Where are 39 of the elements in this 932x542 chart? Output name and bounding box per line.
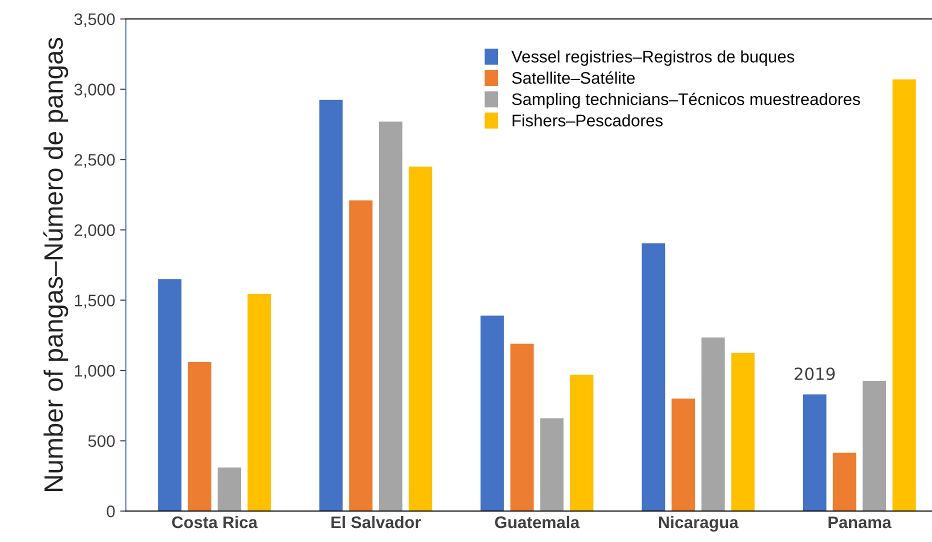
bar: [642, 243, 666, 512]
bar: [349, 200, 373, 512]
x-tick-label: El Salvador: [331, 516, 421, 528]
y-tick-label: 2,500: [74, 154, 115, 168]
bar: [408, 166, 432, 512]
bar: [158, 279, 182, 512]
y-tick-label: 1,500: [74, 294, 115, 308]
bar: [701, 337, 725, 512]
bar: [540, 418, 564, 512]
bar: [319, 100, 343, 512]
bar: [510, 344, 534, 512]
bar: [862, 381, 886, 512]
x-tick-label: Panama: [828, 516, 892, 528]
y-tick-label: 3,500: [74, 13, 115, 28]
y-tick-label: 500: [88, 435, 115, 448]
y-axis-title: Number of pangas–Número de pangas: [43, 38, 68, 491]
y-tick-label: 0: [106, 506, 115, 518]
bar: [731, 352, 755, 512]
x-tick-label: Costa Rica: [172, 516, 258, 528]
y-tick-label: 2,000: [74, 224, 115, 238]
y-tick-label: 1,000: [74, 364, 115, 379]
bar: [188, 362, 212, 512]
bar: [248, 294, 271, 512]
legend-label: Satellite–Satélite: [512, 71, 635, 84]
legend-label: Fishers–Pescadores: [512, 114, 663, 126]
bar: [892, 79, 916, 512]
legend-label: Sampling technicians–Técnicos muestreadores: [512, 92, 860, 108]
bar: [832, 452, 856, 512]
x-tick-label: Nicaragua: [659, 516, 739, 532]
legend-label: Vessel registries–Registros de buques: [511, 50, 794, 66]
bar: [218, 468, 242, 512]
bar: [672, 398, 695, 512]
bar: [570, 374, 594, 512]
bar: [378, 122, 402, 512]
y-tick-label: 3,000: [74, 84, 115, 98]
annotation: 2019: [794, 367, 835, 380]
x-tick-label: Guatemala: [495, 516, 580, 528]
bar: [480, 316, 504, 512]
bar: [803, 394, 826, 512]
